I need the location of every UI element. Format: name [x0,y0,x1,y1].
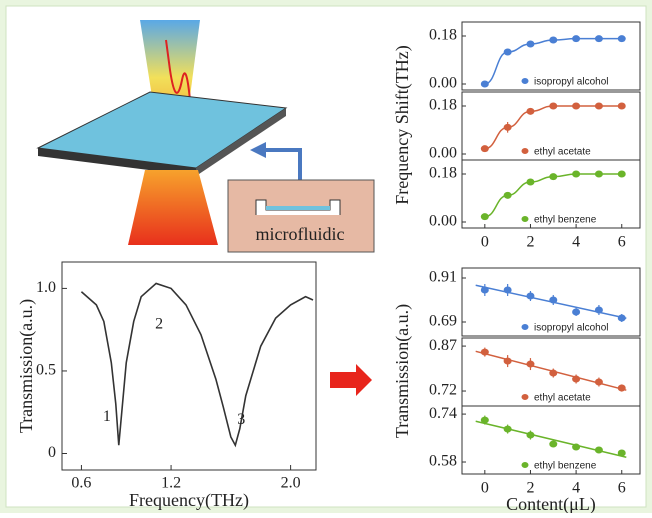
legend-marker [522,324,529,330]
point [526,361,534,368]
y-tick-label: 0.58 [429,453,457,470]
point [526,432,534,439]
point [526,41,534,48]
x-axis-label: Frequency(THz) [129,490,249,511]
y-axis-label: Transmission(a.u.) [16,299,37,433]
legend-marker [522,216,529,222]
sample [266,206,330,210]
point [481,145,489,152]
point [572,171,580,178]
chip-label: microfluidic [256,224,345,244]
y-tick-label: 0 [48,444,56,461]
y-tick-label: 0.69 [429,313,457,330]
point [618,35,626,42]
point [572,103,580,110]
y-tick-label: 0.91 [429,269,457,286]
point [549,441,557,448]
point [481,81,489,88]
y-tick-label: 0.18 [429,27,457,44]
x-tick-label: 0 [481,234,489,251]
point [572,35,580,42]
point [595,35,603,42]
annotation: 3 [237,411,245,428]
y-tick-label: 0.72 [429,382,457,399]
legend-marker [522,394,529,400]
point [504,426,512,433]
x-tick-label: 4 [572,234,580,251]
legend-label: isopropyl alcohol [534,77,609,88]
point [595,379,603,386]
y-tick-label: 0.18 [429,165,457,182]
point [595,171,603,178]
point [595,103,603,110]
x-tick-label: 6 [618,480,626,497]
annotation: 2 [155,315,163,332]
y-tick-label: 0.87 [429,337,457,354]
point [572,309,580,316]
point [504,287,512,294]
legend-label: ethyl benzene [534,461,597,472]
point [481,349,489,356]
point [618,315,626,322]
legend-label: ethyl acetate [534,147,591,158]
legend-label: ethyl acetate [534,393,591,404]
x-tick-label: 0.6 [71,475,91,492]
point [504,49,512,56]
y-tick-label: 0.18 [429,97,457,114]
y-tick-label: 1.0 [36,279,56,296]
point [549,297,557,304]
y-axis-label: Transmission(a.u.) [392,304,413,438]
legend-label: ethyl benzene [534,215,597,226]
annotation: 1 [103,408,111,425]
x-axis-label: Content(μL) [506,494,596,513]
x-tick-label: 2.0 [281,475,301,492]
legend-marker [522,148,529,154]
point [526,179,534,186]
point [618,450,626,457]
y-axis-label: Frequency Shift(THz) [392,45,413,204]
y-tick-label: 0.5 [36,362,56,379]
legend-marker [522,78,529,84]
point [526,108,534,115]
point [595,307,603,314]
point [481,417,489,424]
y-tick-label: 0.00 [429,145,457,162]
point [526,293,534,300]
point [618,171,626,178]
point [504,124,512,131]
legend-label: isopropyl alcohol [534,323,609,334]
point [595,447,603,454]
point [504,358,512,365]
point [549,37,557,44]
figure: microfluidic 0.6 1.2 2.0 0 0.5 1.0 Frequency(T… [0,0,652,513]
point [572,376,580,383]
y-tick-label: 0.00 [429,213,457,230]
x-tick-label: 0 [481,480,489,497]
x-tick-label: 6 [618,234,626,251]
point [572,444,580,451]
point [618,385,626,392]
y-tick-label: 0.74 [429,405,457,422]
x-tick-label: 2 [526,234,534,251]
point [618,103,626,110]
point [481,287,489,294]
x-tick-label: 1.2 [161,475,181,492]
point [504,192,512,199]
legend-marker [522,462,529,468]
y-tick-label: 0.00 [429,75,457,92]
point [549,173,557,180]
point [549,370,557,377]
point [481,213,489,220]
point [549,103,557,110]
